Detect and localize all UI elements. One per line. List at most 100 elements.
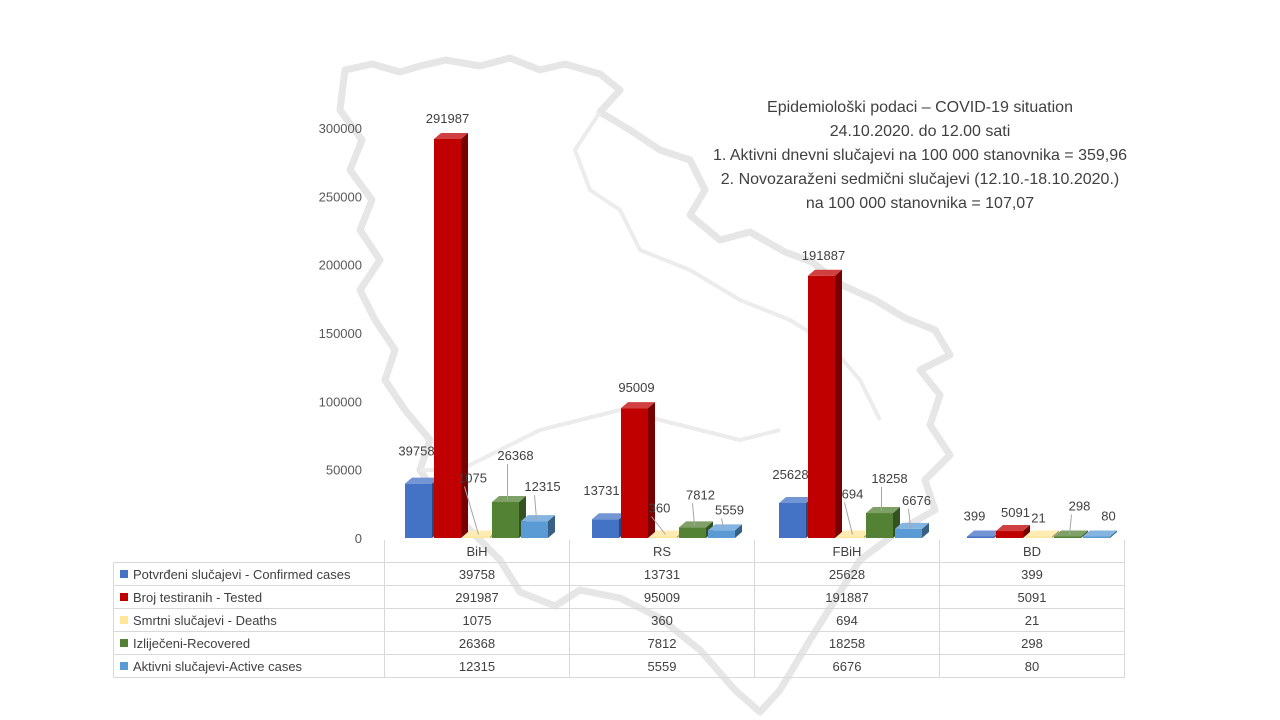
bar bbox=[895, 522, 929, 538]
bar-value-label: 191887 bbox=[802, 248, 845, 263]
table-cell: 26368 bbox=[384, 631, 570, 655]
table-row: Smrtni slučajevi - Deaths 1075 360 694 2… bbox=[113, 608, 1125, 632]
table-cell: 291987 bbox=[384, 585, 570, 609]
bar bbox=[837, 530, 871, 538]
table-cell: 18258 bbox=[754, 631, 940, 655]
y-tick-label: 50000 bbox=[326, 463, 362, 478]
bar bbox=[1083, 530, 1117, 538]
label-leader-line bbox=[844, 502, 853, 535]
title-line: 24.10.2020. do 12.00 sati bbox=[829, 123, 1011, 140]
title-line: 2. Novozaraženi sedmični slučajevi (12.1… bbox=[720, 171, 1120, 188]
bar bbox=[866, 507, 900, 538]
table-row: Aktivni slučajevi-Active cases 12315 555… bbox=[113, 654, 1125, 678]
bar bbox=[1054, 530, 1088, 538]
table-cell: 399 bbox=[939, 562, 1125, 586]
table-cell: 6676 bbox=[754, 654, 940, 678]
y-tick-label: 100000 bbox=[319, 394, 362, 409]
legend-swatch bbox=[120, 616, 128, 625]
table-cell: 5091 bbox=[939, 585, 1125, 609]
table-cell: 13731 bbox=[569, 562, 755, 586]
bar-value-label: 80 bbox=[1101, 509, 1115, 524]
bar bbox=[463, 530, 497, 538]
legend-entry: Smrtni slučajevi - Deaths bbox=[113, 608, 385, 632]
label-leader-line bbox=[721, 518, 724, 529]
bar-value-label: 694 bbox=[842, 487, 864, 502]
legend-entry: Aktivni slučajevi-Active cases bbox=[113, 654, 385, 678]
legend-entry: Broj testiranih - Tested bbox=[113, 585, 385, 609]
table-cell: 298 bbox=[939, 631, 1125, 655]
table-cell: 12315 bbox=[384, 654, 570, 678]
table-cell: 80 bbox=[939, 654, 1125, 678]
title-line: 1. Aktivni dnevni slučajevi na 100 000 s… bbox=[712, 147, 1128, 164]
bar-value-label: 95009 bbox=[618, 380, 654, 395]
bar-value-label: 5091 bbox=[1001, 505, 1030, 520]
table-cell: 1075 bbox=[384, 608, 570, 632]
bar-value-label: 399 bbox=[964, 509, 986, 524]
table-cell: 25628 bbox=[754, 562, 940, 586]
y-tick-label: 150000 bbox=[319, 326, 362, 341]
chart-title-block: Epidemiološki podaci – COVID-19 situatio… bbox=[660, 96, 1180, 216]
y-tick-label: 200000 bbox=[319, 258, 362, 273]
bar-value-label: 298 bbox=[1069, 499, 1091, 514]
category-header: FBiH bbox=[754, 540, 940, 563]
category-header: BD bbox=[939, 540, 1125, 563]
bar-value-label: 5559 bbox=[715, 502, 744, 517]
bar-value-label: 21 bbox=[1031, 511, 1045, 526]
bar-value-label: 6676 bbox=[902, 493, 931, 508]
bar-value-label: 360 bbox=[649, 501, 671, 516]
bar bbox=[779, 496, 813, 538]
bar bbox=[708, 524, 742, 538]
category-header: BiH bbox=[384, 540, 570, 563]
bar bbox=[1025, 530, 1059, 538]
bar-value-label: 7812 bbox=[686, 487, 715, 502]
label-leader-line bbox=[692, 503, 695, 526]
table-row: Broj testiranih - Tested 291987 95009 19… bbox=[113, 585, 1125, 609]
bar bbox=[592, 513, 626, 538]
legend-swatch bbox=[120, 593, 128, 602]
bar-value-label: 291987 bbox=[426, 111, 469, 126]
bar bbox=[650, 530, 684, 538]
series-name: Aktivni slučajevi-Active cases bbox=[133, 658, 303, 674]
table-cell: 21 bbox=[939, 608, 1125, 632]
category-header: RS bbox=[569, 540, 755, 563]
series-name: Broj testiranih - Tested bbox=[133, 589, 263, 605]
bar bbox=[434, 132, 468, 538]
label-leader-line bbox=[651, 516, 666, 535]
bar-value-label: 25628 bbox=[772, 467, 808, 482]
table-corner bbox=[114, 540, 385, 563]
label-leader-line bbox=[1069, 514, 1072, 535]
table-cell: 95009 bbox=[569, 585, 755, 609]
legend-swatch bbox=[120, 662, 128, 671]
bar-value-label: 12315 bbox=[524, 479, 560, 494]
title-line: Epidemiološki podaci – COVID-19 situatio… bbox=[767, 99, 1073, 116]
table-cell: 694 bbox=[754, 608, 940, 632]
table-row: Izliječeni-Recovered 26368 7812 18258 29… bbox=[113, 631, 1125, 655]
table-row: Potvrđeni slučajevi - Confirmed cases 39… bbox=[113, 562, 1125, 586]
table-cell: 191887 bbox=[754, 585, 940, 609]
label-leader-line bbox=[534, 495, 537, 520]
data-table: BiH RS FBiH BD Potvrđeni slučajevi - Con… bbox=[113, 540, 1125, 678]
table-cell: 39758 bbox=[384, 562, 570, 586]
table-cell: 360 bbox=[569, 608, 755, 632]
table-header-row: BiH RS FBiH BD bbox=[114, 540, 1125, 563]
bar bbox=[808, 269, 842, 538]
label-leader-line bbox=[464, 486, 479, 535]
bar bbox=[621, 402, 655, 538]
bar-value-label: 13731 bbox=[583, 483, 619, 498]
bar bbox=[405, 477, 439, 538]
bar-value-label: 26368 bbox=[497, 448, 533, 463]
bar bbox=[996, 525, 1030, 538]
y-tick-label: 250000 bbox=[319, 189, 362, 204]
y-tick-label: 0 bbox=[355, 531, 362, 546]
bar-value-label: 1075 bbox=[458, 471, 487, 486]
bar bbox=[679, 521, 713, 538]
bar bbox=[967, 530, 1001, 538]
series-name: Potvrđeni slučajevi - Confirmed cases bbox=[133, 566, 351, 582]
legend-swatch bbox=[120, 570, 128, 579]
table-cell: 7812 bbox=[569, 631, 755, 655]
y-tick-label: 300000 bbox=[319, 121, 362, 136]
table-cell: 5559 bbox=[569, 654, 755, 678]
bar bbox=[521, 515, 555, 538]
series-name: Izliječeni-Recovered bbox=[133, 635, 251, 651]
